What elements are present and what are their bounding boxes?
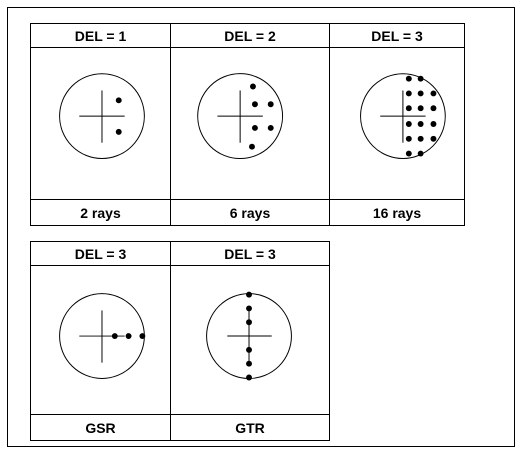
panel-del3-16rays: DEL = 3 16 rays bbox=[329, 23, 465, 226]
panel-footer: 16 rays bbox=[330, 199, 464, 225]
ray-point bbox=[405, 75, 412, 82]
panel-header: DEL = 2 bbox=[171, 24, 329, 48]
ray-point bbox=[115, 128, 122, 135]
panel-footer: GTR bbox=[171, 414, 329, 440]
pupil-diagram bbox=[330, 48, 464, 199]
panel-footer: GSR bbox=[31, 414, 170, 440]
pupil-circle bbox=[197, 73, 284, 160]
ray-point bbox=[251, 101, 258, 108]
ray-point bbox=[246, 360, 252, 367]
ray-point bbox=[430, 105, 437, 112]
ray-point bbox=[405, 121, 412, 127]
panel-del2-6rays: DEL = 2 6 rays bbox=[170, 23, 330, 226]
ray-point bbox=[417, 121, 424, 127]
pupil-circle bbox=[59, 73, 145, 159]
ray-point bbox=[417, 135, 424, 142]
ray-point bbox=[251, 124, 258, 131]
ray-point bbox=[246, 346, 252, 353]
panel-header: DEL = 3 bbox=[31, 242, 170, 266]
ray-point bbox=[417, 150, 424, 157]
panel-footer: 6 rays bbox=[171, 199, 329, 225]
ray-point bbox=[246, 374, 252, 381]
ray-point bbox=[249, 143, 255, 150]
ray-point bbox=[246, 291, 252, 298]
panel-del1-2rays: DEL = 1 2 rays bbox=[30, 23, 171, 226]
ray-point bbox=[246, 319, 252, 326]
ray-point bbox=[405, 150, 412, 157]
ray-point bbox=[405, 105, 412, 112]
ray-point bbox=[139, 333, 146, 340]
ray-point bbox=[417, 90, 424, 97]
panel-header: DEL = 3 bbox=[171, 242, 329, 266]
pupil-circle bbox=[360, 73, 446, 159]
ray-point bbox=[417, 105, 424, 112]
ray-point bbox=[430, 135, 437, 142]
panel-del3-gtr: DEL = 3 GTR bbox=[170, 241, 330, 441]
ray-point bbox=[417, 75, 424, 82]
panel-header: DEL = 3 bbox=[330, 24, 464, 48]
ray-point bbox=[405, 90, 412, 97]
ray-point bbox=[430, 121, 437, 127]
panel-footer: 2 rays bbox=[31, 199, 170, 225]
ray-point bbox=[250, 83, 256, 90]
panel-header: DEL = 1 bbox=[31, 24, 170, 48]
ray-point bbox=[430, 90, 437, 97]
panel-del3-gsr: DEL = 3 GSR bbox=[30, 241, 171, 441]
ray-point bbox=[125, 333, 132, 340]
pupil-diagram bbox=[31, 48, 170, 199]
ray-point bbox=[111, 333, 118, 340]
pupil-diagram bbox=[171, 266, 329, 414]
ray-point bbox=[267, 124, 274, 131]
ray-point bbox=[405, 135, 412, 142]
ray-point bbox=[246, 305, 252, 312]
pupil-diagram bbox=[171, 48, 329, 199]
figure-frame bbox=[7, 7, 515, 447]
ray-point bbox=[115, 97, 122, 104]
ray-point bbox=[267, 101, 274, 108]
pupil-diagram bbox=[31, 266, 170, 414]
